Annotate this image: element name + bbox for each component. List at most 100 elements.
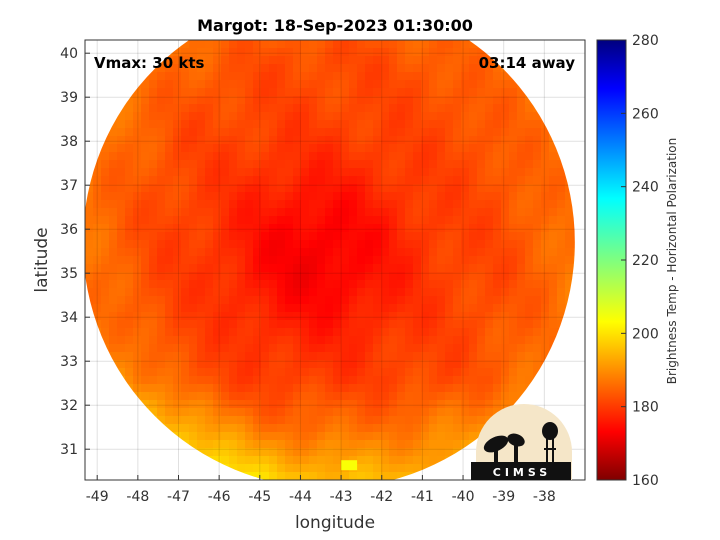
- field-cell: [397, 120, 405, 128]
- field-cell: [437, 256, 445, 264]
- field-cell: [413, 72, 421, 80]
- field-cell: [237, 464, 245, 472]
- field-cell: [173, 256, 181, 264]
- field-cell: [381, 80, 389, 88]
- field-cell: [421, 56, 429, 64]
- field-cell: [357, 56, 365, 64]
- field-cell: [445, 176, 453, 184]
- field-cell: [285, 136, 293, 144]
- field-cell: [421, 144, 429, 152]
- field-cell: [205, 120, 213, 128]
- field-cell: [501, 192, 509, 200]
- field-cell: [229, 304, 237, 312]
- field-cell: [301, 152, 309, 160]
- field-cell: [421, 440, 429, 448]
- field-cell: [469, 168, 477, 176]
- field-cell: [333, 200, 341, 208]
- field-cell: [477, 168, 485, 176]
- field-cell: [253, 368, 261, 376]
- field-cell: [301, 336, 309, 344]
- field-cell: [213, 232, 221, 240]
- field-cell: [245, 184, 253, 192]
- field-cell: [341, 224, 349, 232]
- field-cell: [309, 464, 317, 472]
- field-cell: [245, 168, 253, 176]
- field-cell: [437, 424, 445, 432]
- field-cell: [477, 128, 485, 136]
- field-cell: [205, 352, 213, 360]
- field-cell: [397, 128, 405, 136]
- field-cell: [325, 224, 333, 232]
- field-cell: [133, 216, 141, 224]
- field-cell: [485, 120, 493, 128]
- field-cell: [309, 368, 317, 376]
- field-cell: [445, 80, 453, 88]
- field-cell: [181, 360, 189, 368]
- field-cell: [453, 88, 461, 96]
- field-cell: [429, 336, 437, 344]
- field-cell: [261, 80, 269, 88]
- field-cell: [293, 424, 301, 432]
- field-cell: [133, 112, 141, 120]
- field-cell: [461, 144, 469, 152]
- field-cell: [525, 96, 533, 104]
- field-cell: [205, 240, 213, 248]
- field-cell: [365, 296, 373, 304]
- field-cell: [445, 360, 453, 368]
- field-cell: [421, 256, 429, 264]
- field-cell: [445, 408, 453, 416]
- field-cell: [341, 208, 349, 216]
- field-cell: [293, 432, 301, 440]
- field-cell: [437, 48, 445, 56]
- field-cell: [173, 384, 181, 392]
- field-cell: [261, 224, 269, 232]
- field-cell: [205, 264, 213, 272]
- field-cell: [301, 440, 309, 448]
- field-cell: [485, 72, 493, 80]
- field-cell: [245, 360, 253, 368]
- field-cell: [253, 424, 261, 432]
- field-cell: [109, 128, 117, 136]
- field-cell: [389, 136, 397, 144]
- field-cell: [293, 264, 301, 272]
- field-cell: [261, 392, 269, 400]
- field-cell: [349, 344, 357, 352]
- field-cell: [261, 400, 269, 408]
- field-cell: [293, 280, 301, 288]
- field-cell: [213, 320, 221, 328]
- field-cell: [85, 264, 93, 272]
- field-cell: [237, 256, 245, 264]
- field-cell: [101, 320, 109, 328]
- field-cell: [309, 160, 317, 168]
- field-cell: [205, 344, 213, 352]
- field-cell: [317, 400, 325, 408]
- field-cell: [325, 432, 333, 440]
- field-cell: [477, 360, 485, 368]
- field-cell: [349, 384, 357, 392]
- field-cell: [93, 184, 101, 192]
- field-cell: [125, 256, 133, 264]
- field-cell: [557, 272, 565, 280]
- field-cell: [325, 472, 333, 480]
- field-cell: [253, 384, 261, 392]
- field-cell: [157, 328, 165, 336]
- field-cell: [517, 128, 525, 136]
- colorbar-tick-label: 240: [632, 180, 659, 196]
- field-cell: [421, 128, 429, 136]
- field-cell: [245, 256, 253, 264]
- field-cell: [349, 168, 357, 176]
- field-cell: [509, 216, 517, 224]
- field-cell: [549, 200, 557, 208]
- field-cell: [245, 88, 253, 96]
- field-cell: [485, 360, 493, 368]
- field-cell: [413, 280, 421, 288]
- field-cell: [341, 472, 349, 480]
- field-cell: [493, 104, 501, 112]
- field-cell: [325, 48, 333, 56]
- field-cell: [253, 376, 261, 384]
- field-cell: [381, 64, 389, 72]
- field-cell: [245, 152, 253, 160]
- field-cell: [333, 192, 341, 200]
- field-cell: [349, 192, 357, 200]
- field-cell: [309, 96, 317, 104]
